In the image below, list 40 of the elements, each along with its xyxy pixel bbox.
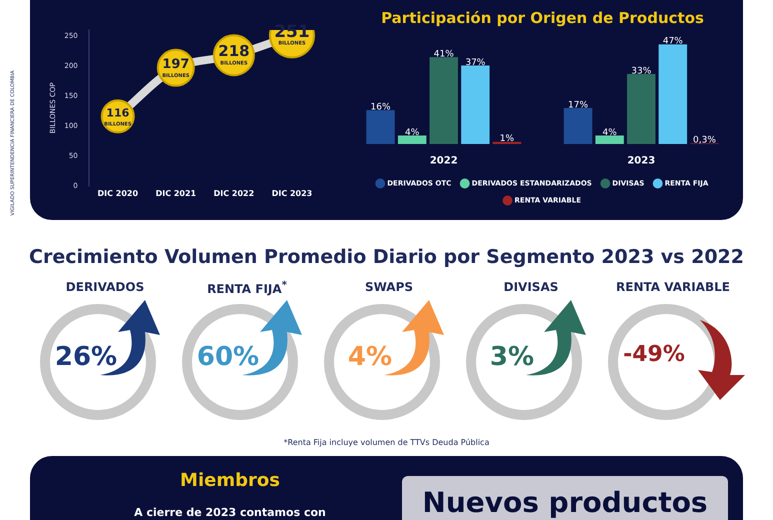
data-label: 4% [346,342,394,372]
data-label: 47% [662,36,684,47]
x-tick-label: DIC 2021 [156,188,197,198]
bar [627,74,656,144]
category-label: RENTA VARIABLE [615,280,731,294]
text: Miembros [179,470,281,491]
text: A cierre de 2023 contamos con [133,506,327,519]
x-tick-label: 2022 [430,156,458,167]
bar [595,136,624,144]
bar [366,110,395,144]
data-label: 1% [500,134,515,144]
data-label: 3% [488,342,536,372]
x-tick-label: DIC 2020 [98,188,138,198]
data-label: 41% [434,49,454,60]
text: *Renta Fija incluye volumen de TTVs Deuda Pública [282,438,490,447]
data-label: 4% [602,128,618,138]
x-tick-label: DIC 2022 [214,188,254,198]
bar [658,44,688,144]
data-label: 33% [631,66,652,76]
bar [398,136,426,144]
data-label: 26% [54,342,118,372]
bar [461,66,490,144]
data-label: 4% [405,128,420,138]
category-label: DERIVADOS [64,280,146,294]
x-tick-label: DIC 2023 [272,188,312,198]
x-tick-label: 2023 [627,156,656,167]
bar [564,108,592,144]
data-label: 37% [465,58,486,68]
bar [430,57,458,144]
data-label: 0,3% [693,136,716,146]
chart-title: Participación por Origen de Productos [381,8,704,27]
category-label: DIVISAS [502,280,560,294]
text: Nuevos productos [421,486,709,519]
data-label: 60% [196,342,260,372]
data-label: -49% [622,342,686,367]
data-label: 17% [568,100,588,110]
category-label: RENTA FIJA$^{*}$ [206,280,288,296]
text: Crecimiento Volumen Promedio Diario por Segmento 2023 vs 2022 [28,246,745,268]
data-label: 16% [370,102,391,112]
category-label: SWAPS [364,280,414,294]
